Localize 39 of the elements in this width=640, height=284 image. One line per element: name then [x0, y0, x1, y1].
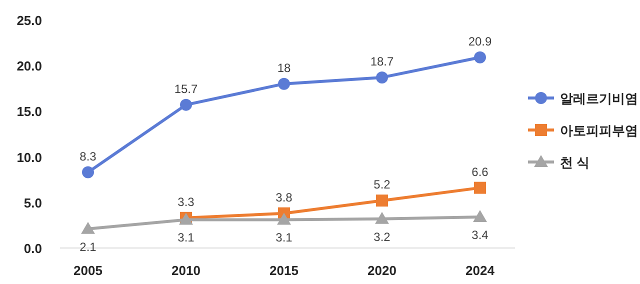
- data-label: 2.1: [80, 240, 97, 254]
- point: [82, 166, 94, 178]
- data-label: 3.8: [276, 190, 293, 204]
- data-label: 3.4: [472, 228, 489, 242]
- x-tick-label: 2024: [466, 263, 496, 278]
- point: [375, 212, 389, 224]
- y-tick-label: 25.0: [16, 13, 42, 28]
- x-tick-label: 2005: [74, 263, 102, 278]
- legend-label: 천 식: [560, 155, 590, 170]
- data-label: 3.3: [178, 194, 195, 209]
- point: [473, 210, 487, 222]
- data-label: 15.7: [174, 82, 198, 96]
- data-label: 3.2: [374, 230, 391, 244]
- data-label: 18: [277, 60, 291, 75]
- point: [376, 194, 388, 207]
- x-tick-label: 2020: [368, 263, 396, 278]
- data-label: 20.9: [468, 34, 492, 48]
- x-tick-label: 2010: [172, 263, 200, 278]
- x-tick-label: 2015: [270, 263, 298, 278]
- point: [81, 222, 95, 234]
- point: [376, 71, 388, 84]
- legend-label: 알레르기비염: [560, 91, 638, 106]
- legend-label: 아토피피부염: [560, 123, 638, 138]
- point: [278, 78, 290, 90]
- data-label: 8.3: [80, 149, 97, 164]
- y-tick-label: 10.0: [16, 150, 42, 165]
- y-tick-label: 5.0: [24, 195, 42, 210]
- data-label: 3.1: [276, 230, 293, 245]
- y-tick-label: 15.0: [16, 104, 42, 120]
- y-tick-label: 20.0: [16, 58, 42, 74]
- point: [474, 182, 486, 194]
- point: [277, 212, 291, 225]
- data-label: 3.1: [178, 230, 195, 245]
- point: [474, 51, 486, 64]
- data-label: 18.7: [370, 54, 394, 68]
- data-label: 5.2: [374, 178, 391, 192]
- y-tick-label: 0.0: [24, 241, 42, 256]
- point: [180, 98, 192, 111]
- data-label: 6.6: [472, 164, 489, 179]
